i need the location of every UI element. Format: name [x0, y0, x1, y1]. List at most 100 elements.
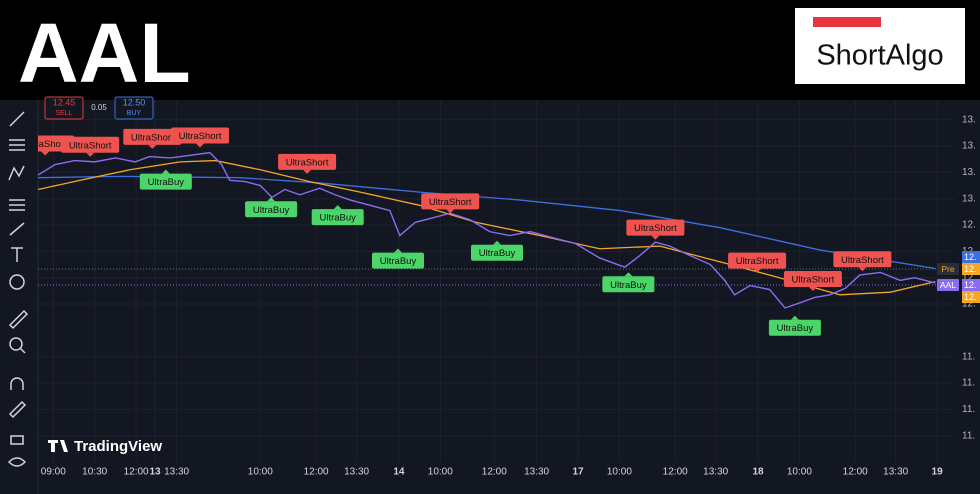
- signal-box: [61, 136, 120, 153]
- short-signal: UltraShort: [728, 252, 787, 273]
- y-tick-label: 11.: [962, 430, 975, 441]
- x-tick-label: 10:00: [607, 467, 632, 478]
- short-signal: UltraShort: [61, 136, 120, 157]
- signal-box: [728, 252, 787, 269]
- x-tick-label: 18: [752, 467, 764, 478]
- tag-box: [937, 279, 959, 291]
- signal-text: UltraBuy: [777, 323, 814, 334]
- signal-text: UltraShort: [179, 131, 222, 142]
- tag-label: AAL: [940, 280, 956, 290]
- sell-button[interactable]: [44, 96, 84, 120]
- ticker-title: AAL: [18, 6, 191, 100]
- buy-signal: UltraBuy: [139, 169, 192, 190]
- signal-tip: [41, 151, 50, 156]
- x-tick-label: 12:00: [124, 467, 149, 478]
- y-tick-label: 13.: [962, 114, 976, 125]
- signal-text: UltraShort: [24, 139, 67, 150]
- buy-signal: UltraBuy: [602, 272, 655, 293]
- signal-box: [768, 319, 821, 336]
- y-tick-label: 13.: [962, 193, 976, 204]
- buy-signal: UltraBuy: [768, 315, 821, 336]
- signal-text: UltraBuy: [253, 205, 290, 216]
- y-tick-label: 11.: [962, 404, 975, 415]
- tag-value: 12.: [964, 264, 977, 274]
- x-tick-label: 14: [393, 467, 405, 478]
- buy-button[interactable]: [114, 96, 154, 120]
- signal-box: [123, 128, 182, 145]
- signal-text: UltraBuy: [479, 248, 516, 259]
- signal-tip: [651, 235, 660, 240]
- tag-value-box: [962, 263, 980, 275]
- signal-tip: [446, 209, 455, 214]
- x-tick-label: 12:00: [304, 467, 329, 478]
- signal-tip: [148, 144, 157, 149]
- y-tick-label: 11.: [962, 351, 975, 362]
- tag-box: [937, 263, 959, 275]
- x-tick-label: 13:30: [703, 467, 728, 478]
- tag-value-box: [962, 279, 980, 291]
- signal-tip: [267, 197, 276, 202]
- signal-tip: [624, 272, 633, 277]
- tag-label: Pre: [941, 264, 955, 274]
- short-signal: UltraShort: [833, 251, 892, 272]
- x-tick-label: 13:30: [344, 467, 369, 478]
- x-tick-label: 12:00: [482, 467, 507, 478]
- signal-box: [783, 271, 842, 288]
- x-tick-label: 13:30: [524, 467, 549, 478]
- signal-box: [171, 127, 229, 144]
- signal-tip: [493, 240, 501, 245]
- x-tick-label: 10:00: [787, 467, 812, 478]
- signal-text: UltraShort: [286, 157, 329, 168]
- signal-box: [278, 153, 337, 170]
- signal-text: UltraShort: [736, 256, 779, 267]
- side-tag-box: [962, 291, 980, 303]
- toolbar-icons[interactable]: [7, 111, 29, 467]
- x-tick-label: 19: [932, 467, 944, 478]
- short-signal: UltraShort: [421, 193, 480, 214]
- buy-signal: UltraBuy: [245, 197, 298, 218]
- signal-box: [139, 173, 192, 190]
- y-tick-label: 12.: [962, 220, 976, 231]
- signal-tip: [196, 143, 204, 148]
- y-tick-label: 12.: [962, 299, 976, 310]
- signal-text: UltraBuy: [610, 280, 647, 291]
- signal-tip: [303, 169, 312, 174]
- signal-tip: [86, 152, 95, 157]
- signal-box: [626, 219, 685, 236]
- y-tick-label: 13.: [962, 167, 976, 178]
- buy-signal: UltraBuy: [311, 205, 364, 226]
- y-tick-label: 13.: [962, 141, 976, 152]
- signal-box: [421, 193, 480, 210]
- signal-box: [245, 201, 298, 218]
- signal-tip: [333, 205, 342, 210]
- signal-box: [372, 252, 424, 269]
- signal-box: [471, 244, 523, 261]
- signal-text: UltraShort: [429, 197, 472, 208]
- signal-text: UltraShort: [69, 140, 112, 151]
- x-tick-label: 10:00: [428, 467, 453, 478]
- tv-logo: [48, 440, 68, 452]
- watermark: TradingView: [74, 438, 162, 455]
- short-signal: UltraShort: [626, 219, 685, 240]
- x-tick-label: 13:30: [883, 467, 908, 478]
- tag-value: 12.: [964, 280, 977, 290]
- short-signal: UltraShort: [783, 271, 842, 292]
- signal-box: [602, 276, 655, 293]
- signal-tip: [790, 315, 799, 320]
- buy-signal: UltraBuy: [372, 248, 424, 269]
- y-tick-label: 11.: [962, 378, 975, 389]
- x-tick-label: 13:30: [164, 467, 189, 478]
- series-line: [38, 151, 936, 309]
- x-tick-label: 17: [572, 467, 584, 478]
- signal-tip: [161, 169, 170, 174]
- signal-text: UltraShort: [841, 255, 884, 266]
- x-tick-label: 10:30: [82, 467, 107, 478]
- signal-box: [311, 209, 364, 226]
- short-signal: UltraShort: [171, 127, 229, 148]
- signal-text: UltraBuy: [380, 256, 417, 267]
- x-tick-label: 13: [149, 467, 161, 478]
- short-signal: UltraShort: [278, 153, 337, 174]
- x-tick-label: 10:00: [248, 467, 273, 478]
